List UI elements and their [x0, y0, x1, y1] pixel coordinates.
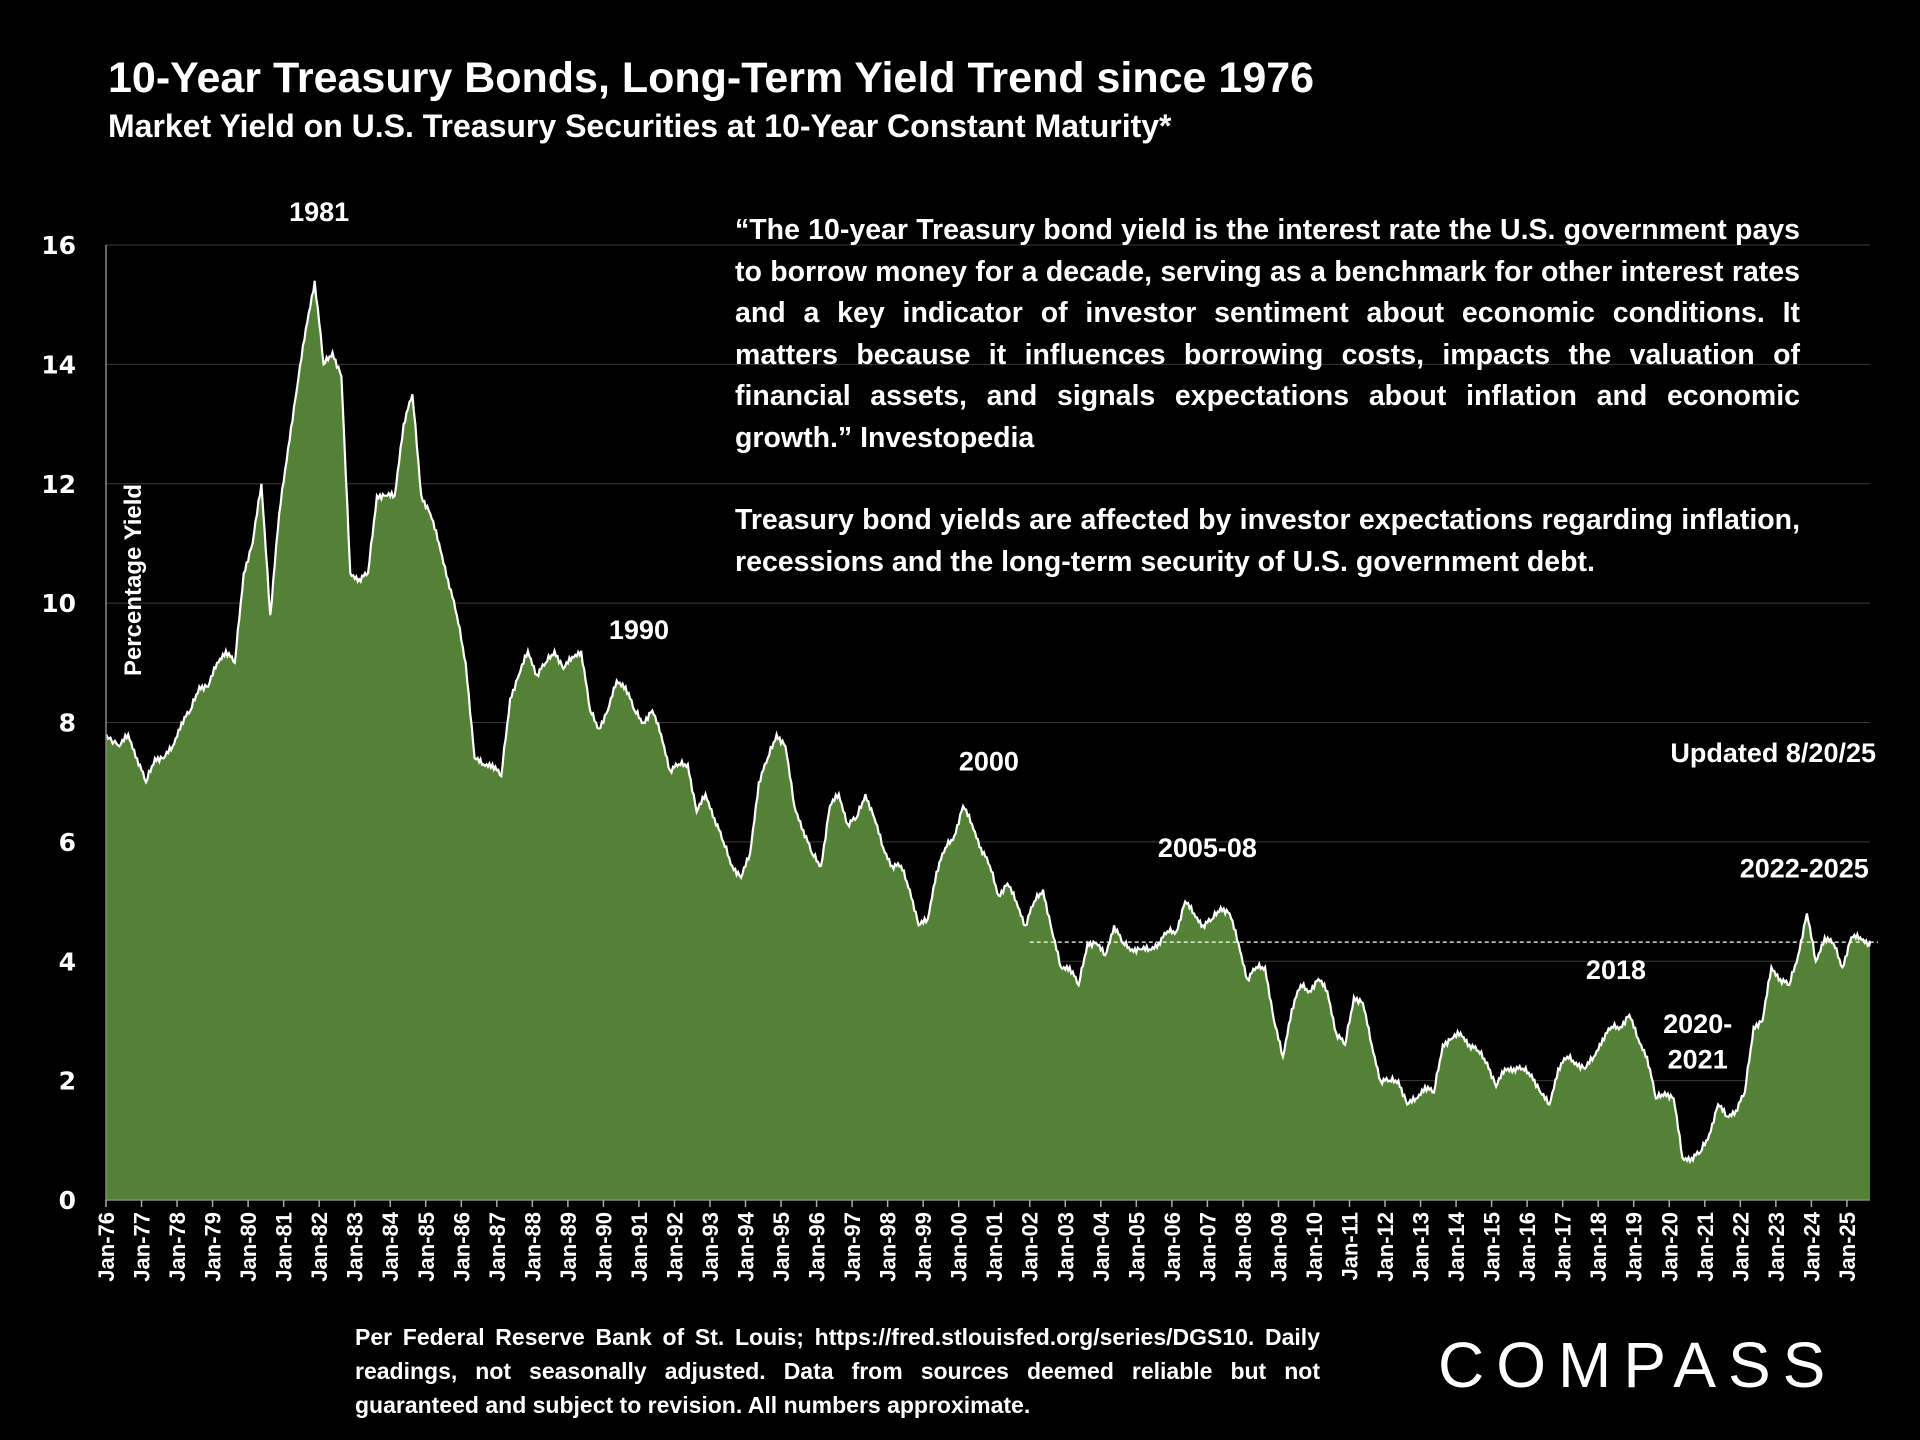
peak-annotation: 2000 [959, 746, 1019, 776]
yield-line [105, 280, 1872, 1165]
y-tick-label: 14 [41, 350, 76, 379]
quote-paragraph: “The 10-year Treasury bond yield is the … [735, 214, 1800, 454]
x-tick-label: Jan-76 [94, 1212, 119, 1282]
source-footnote: Per Federal Reserve Bank of St. Louis; h… [355, 1324, 1320, 1418]
updated-date: Updated 8/20/25 [1670, 738, 1876, 768]
x-tick-label: Jan-00 [947, 1212, 972, 1282]
y-tick-label: 4 [59, 947, 76, 976]
x-tick-label: Jan-24 [1799, 1211, 1824, 1281]
y-tick-label: 12 [41, 470, 76, 499]
y-tick-label: 2 [59, 1067, 76, 1096]
y-tick-label: 0 [59, 1186, 76, 1215]
x-tick-label: Jan-96 [805, 1212, 830, 1282]
x-tick-label: Jan-09 [1266, 1212, 1291, 1282]
yield-area [106, 280, 1870, 1200]
x-tick-label: Jan-82 [307, 1212, 332, 1282]
x-tick-label: Jan-23 [1764, 1212, 1789, 1282]
x-tick-label: Jan-78 [165, 1212, 190, 1282]
x-tick-label: Jan-25 [1835, 1212, 1860, 1282]
quote-paragraph: Treasury bond yields are affected by inv… [735, 504, 1800, 578]
x-tick-label: Jan-08 [1231, 1212, 1256, 1282]
x-tick-label: Jan-20 [1657, 1212, 1682, 1282]
x-tick-label: Jan-88 [520, 1212, 545, 1282]
y-tick-label: 6 [59, 828, 76, 857]
chart-title: 10-Year Treasury Bonds, Long-Term Yield … [108, 54, 1315, 102]
peak-annotation: 2018 [1586, 955, 1646, 985]
x-tick-label: Jan-04 [1089, 1211, 1114, 1281]
x-tick-label: Jan-16 [1515, 1212, 1540, 1282]
x-tick-label: Jan-11 [1338, 1212, 1363, 1281]
x-tick-label: Jan-80 [236, 1212, 261, 1282]
x-tick-label: Jan-19 [1622, 1212, 1647, 1282]
x-tick-label: Jan-93 [698, 1212, 723, 1282]
x-tick-label: Jan-86 [449, 1212, 474, 1282]
peak-annotation: 2005-08 [1158, 833, 1257, 863]
x-tick-label: Jan-10 [1302, 1212, 1327, 1282]
x-tick-label: Jan-99 [911, 1212, 936, 1282]
x-tick-label: Jan-83 [343, 1212, 368, 1282]
x-tick-label: Jan-22 [1728, 1212, 1753, 1282]
x-tick-label: Jan-05 [1124, 1212, 1149, 1282]
x-tick-label: Jan-13 [1409, 1212, 1434, 1282]
x-tick-label: Jan-85 [414, 1212, 439, 1282]
x-tick-label: Jan-17 [1551, 1212, 1576, 1282]
x-tick-label: Jan-02 [1018, 1212, 1043, 1282]
peak-annotation: 2021 [1668, 1045, 1728, 1075]
x-tick-label: Jan-07 [1195, 1212, 1220, 1282]
x-tick-label: Jan-87 [485, 1212, 510, 1282]
peak-annotation: 2020- [1663, 1009, 1732, 1039]
investopedia-quote: “The 10-year Treasury bond yield is the … [735, 210, 1800, 624]
x-tick-label: Jan-12 [1373, 1212, 1398, 1282]
x-tick-label: Jan-06 [1160, 1212, 1185, 1282]
y-tick-label: 16 [41, 231, 76, 260]
x-tick-label: Jan-91 [627, 1212, 652, 1282]
peak-annotation: 1990 [609, 615, 669, 645]
x-tick-label: Jan-94 [734, 1211, 759, 1281]
x-tick-label: Jan-81 [272, 1212, 297, 1282]
chart-subtitle: Market Yield on U.S. Treasury Securities… [108, 108, 1172, 144]
x-tick-label: Jan-92 [662, 1212, 687, 1282]
y-axis-label: Percentage Yield [120, 483, 147, 677]
y-tick-label: 8 [59, 709, 76, 738]
x-tick-label: Jan-18 [1586, 1212, 1611, 1282]
peak-annotation: 1981 [289, 197, 349, 227]
x-tick-label: Jan-14 [1444, 1211, 1469, 1281]
x-tick-label: Jan-79 [201, 1212, 226, 1282]
x-tick-label: Jan-89 [556, 1212, 581, 1282]
x-tick-label: Jan-77 [130, 1212, 155, 1282]
y-tick-label: 10 [41, 589, 76, 618]
x-tick-label: Jan-21 [1693, 1212, 1718, 1282]
x-tick-label: Jan-97 [840, 1212, 865, 1282]
x-tick-label: Jan-15 [1480, 1212, 1505, 1282]
x-tick-label: Jan-90 [591, 1212, 616, 1282]
x-tick-label: Jan-84 [378, 1211, 403, 1281]
peak-annotation: 2022-2025 [1740, 854, 1869, 884]
x-tick-label: Jan-98 [876, 1212, 901, 1282]
compass-logo: COMPASS [1438, 1329, 1838, 1401]
x-tick-label: Jan-95 [769, 1212, 794, 1282]
x-tick-label: Jan-01 [982, 1212, 1007, 1282]
x-tick-label: Jan-03 [1053, 1212, 1078, 1282]
